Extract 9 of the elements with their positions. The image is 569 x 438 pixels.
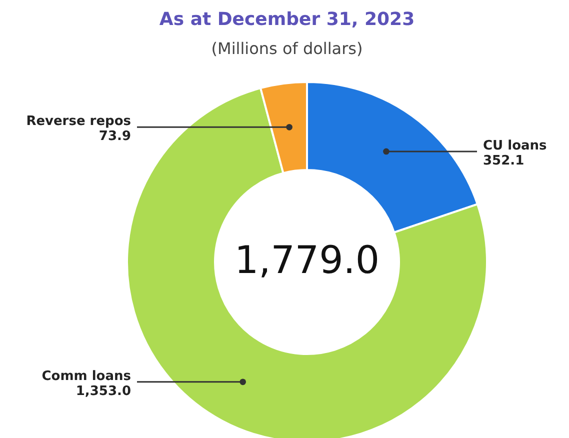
- data-label: 352.1: [483, 153, 524, 168]
- slice-label: Reverse repos: [26, 114, 132, 130]
- chart-title: As at December 31, 2023: [159, 9, 415, 30]
- slice-label: CU loans: [483, 138, 548, 154]
- chart-subtitle: (Millions of dollars): [211, 39, 363, 58]
- text: 1,779.0: [234, 238, 380, 282]
- data-label: 73.9: [98, 129, 131, 144]
- data-label: 1,353.0: [76, 384, 131, 399]
- slice-label: Comm loans: [42, 368, 132, 384]
